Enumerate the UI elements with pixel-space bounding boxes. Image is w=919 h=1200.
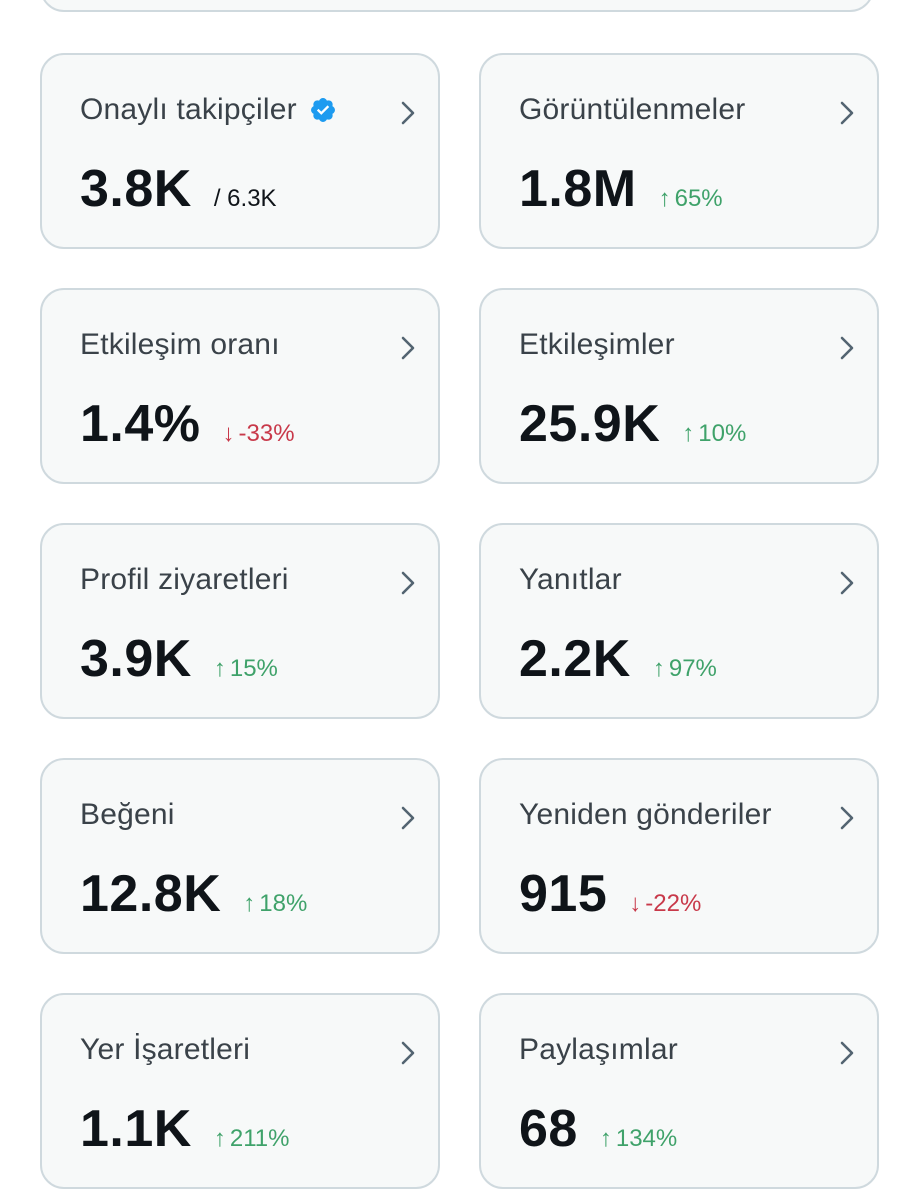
metric-title: Etkileşimler	[519, 328, 675, 361]
chevron-right-icon	[401, 571, 415, 595]
chevron-right-icon	[840, 336, 854, 360]
metric-card-engagement-rate[interactable]: Etkileşim oranı 1.4% ↓ -33%	[40, 288, 440, 484]
metric-card-engagements[interactable]: Etkileşimler 25.9K ↑ 10%	[479, 288, 879, 484]
metric-change-value: 10%	[698, 420, 747, 447]
arrow-down-icon: ↓	[629, 890, 642, 917]
metric-card-shares[interactable]: Paylaşımlar 68 ↑ 134%	[479, 993, 879, 1189]
metric-change-value: 211%	[229, 1125, 290, 1152]
arrow-up-icon: ↑	[658, 185, 671, 212]
metric-title: Profil ziyaretleri	[80, 563, 289, 596]
metric-value: 68	[519, 1100, 578, 1158]
metric-title: Yer İşaretleri	[80, 1033, 251, 1066]
metric-value: 3.9K	[80, 630, 192, 688]
metric-value: 3.8K	[80, 160, 192, 218]
metric-change: ↑ 10%	[682, 420, 746, 448]
metric-change: ↑ 134%	[600, 1125, 677, 1153]
metric-change-value: -22%	[645, 890, 702, 917]
chevron-right-icon	[840, 101, 854, 125]
arrow-up-icon: ↑	[243, 890, 256, 917]
arrow-down-icon: ↓	[222, 420, 235, 447]
metric-change-value: 65%	[674, 185, 723, 212]
arrow-up-icon: ↑	[213, 655, 226, 682]
metric-total: / 6.3K	[213, 185, 277, 212]
metric-title: Yanıtlar	[519, 563, 622, 596]
metric-change: ↑ 15%	[214, 655, 278, 683]
metric-change: ↓ -33%	[223, 420, 295, 448]
arrow-up-icon: ↑	[682, 420, 695, 447]
metric-value: 25.9K	[519, 395, 661, 453]
metric-card-likes[interactable]: Beğeni 12.8K ↑ 18%	[40, 758, 440, 954]
metric-card-reposts[interactable]: Yeniden gönderiler 915 ↓ -22%	[479, 758, 879, 954]
chevron-right-icon	[401, 806, 415, 830]
metric-card-profile-visits[interactable]: Profil ziyaretleri 3.9K ↑ 15%	[40, 523, 440, 719]
metric-change: ↑ 18%	[243, 890, 307, 918]
chevron-right-icon	[840, 1041, 854, 1065]
previous-card-partial	[40, 0, 874, 12]
metric-value: 1.8M	[519, 160, 637, 218]
arrow-up-icon: ↑	[599, 1125, 612, 1152]
chevron-right-icon	[840, 806, 854, 830]
metric-title: Paylaşımlar	[519, 1033, 678, 1066]
metric-change: ↑ 211%	[214, 1125, 290, 1153]
metric-value: 1.1K	[80, 1100, 192, 1158]
chevron-right-icon	[401, 1041, 415, 1065]
metric-title: Etkileşim oranı	[80, 328, 280, 361]
metric-card-views[interactable]: Görüntülenmeler 1.8M ↑ 65%	[479, 53, 879, 249]
metric-change-value: 15%	[229, 655, 278, 682]
metric-card-verified-followers[interactable]: Onaylı takipçiler 3.8K / 6.3K	[40, 53, 440, 249]
metric-title: Beğeni	[80, 798, 175, 831]
metric-title: Görüntülenmeler	[519, 93, 746, 126]
metric-title: Yeniden gönderiler	[519, 798, 772, 831]
metric-title: Onaylı takipçiler	[80, 93, 297, 126]
arrow-up-icon: ↑	[213, 1125, 226, 1152]
metric-value: 2.2K	[519, 630, 631, 688]
metric-change: ↑ 97%	[653, 655, 717, 683]
metric-change-value: 134%	[615, 1125, 678, 1152]
verified-badge-icon	[309, 96, 337, 124]
chevron-right-icon	[401, 101, 415, 125]
metric-change-value: 18%	[259, 890, 308, 917]
metric-value: 12.8K	[80, 865, 222, 923]
metric-value: 1.4%	[80, 395, 201, 453]
metric-change-value: 97%	[668, 655, 717, 682]
chevron-right-icon	[840, 571, 854, 595]
metric-card-replies[interactable]: Yanıtlar 2.2K ↑ 97%	[479, 523, 879, 719]
arrow-up-icon: ↑	[652, 655, 665, 682]
metric-change: ↓ -22%	[629, 890, 701, 918]
metric-value: 915	[519, 865, 608, 923]
metric-change: ↑ 65%	[659, 185, 723, 213]
chevron-right-icon	[401, 336, 415, 360]
metric-card-bookmarks[interactable]: Yer İşaretleri 1.1K ↑ 211%	[40, 993, 440, 1189]
metric-change-value: -33%	[238, 420, 295, 447]
